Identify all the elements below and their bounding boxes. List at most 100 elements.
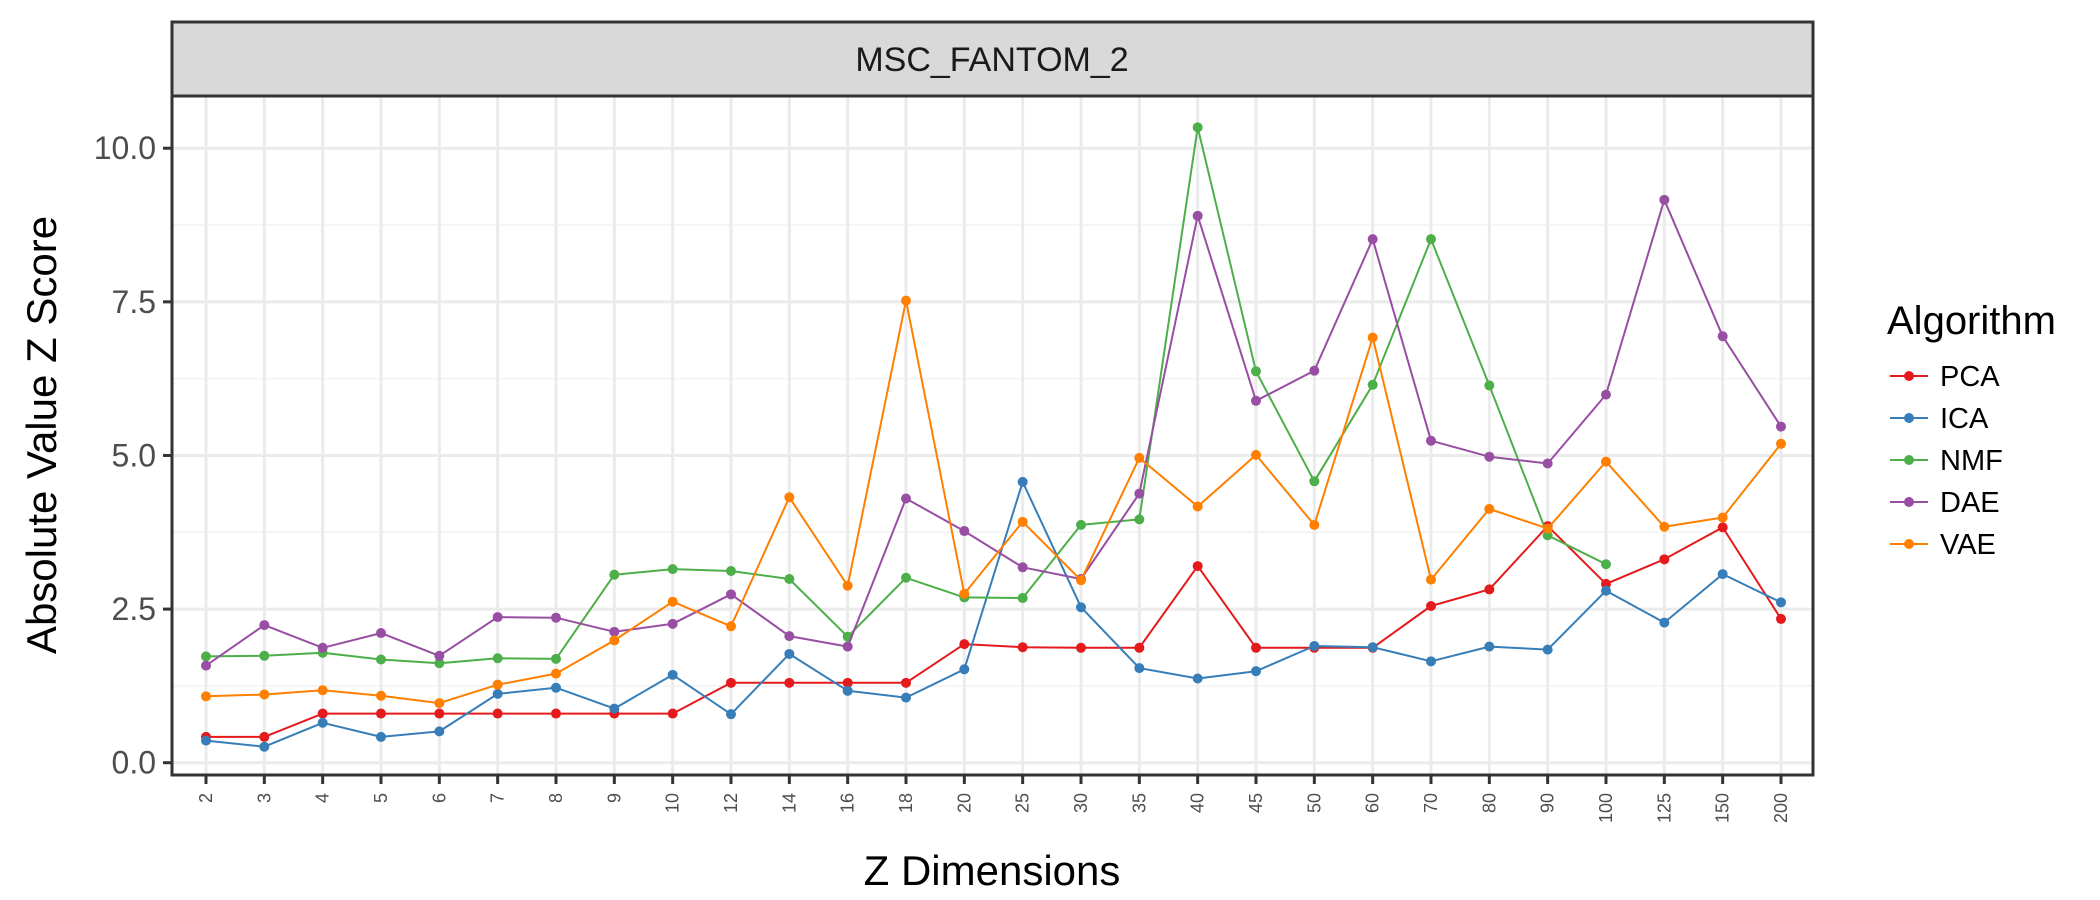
legend-label-dae: DAE [1940,487,2000,519]
data-point-pca [317,708,328,719]
y-axis: 0.0 2.5 5.0 7.5 10.0 [94,130,172,781]
data-point-ica [1776,597,1786,608]
data-point-dae [667,618,678,629]
x-tick-label: 18 [896,793,916,813]
data-point-dae [1017,562,1028,573]
plot-panel-border [170,94,1815,777]
series-dae [201,194,1786,671]
data-point-dae [1542,458,1553,469]
data-point-dae [1367,234,1378,245]
data-point-nmf [1367,379,1378,390]
data-point-pca [1134,642,1145,653]
data-point-ica [1251,666,1261,677]
data-point-pca [434,708,445,719]
data-point-vae [492,679,503,690]
x-tick-label: 45 [1246,793,1266,813]
data-point-vae [1484,503,1495,514]
data-point-pca [1659,554,1670,565]
data-point-nmf [1076,519,1086,530]
x-tick-label: 100 [1596,793,1616,823]
x-tick-label: 8 [546,793,566,803]
legend-label-nmf: NMF [1940,445,2003,477]
data-point-nmf [201,651,211,662]
data-point-dae [842,641,853,652]
x-tick-label: 50 [1304,793,1324,813]
data-point-pca [842,677,853,688]
data-point-dae [1717,331,1728,342]
x-tick-label: 7 [488,793,508,803]
data-point-ica [1484,641,1495,652]
facet-strip [170,20,1815,98]
data-point-pca [1717,522,1728,533]
data-point-vae [1367,332,1378,343]
data-point-vae [1542,523,1553,534]
data-point-nmf [1309,476,1320,487]
x-tick-label: 16 [838,793,858,813]
data-point-pca [1776,613,1786,624]
data-point-vae [726,621,736,632]
x-tick-label: 5 [371,793,391,803]
data-point-vae [434,698,445,709]
x-tick-label: 40 [1188,793,1208,813]
data-point-pca [1426,601,1436,612]
data-point-dae [901,493,911,504]
data-point-ica [901,692,911,703]
data-point-nmf [551,653,561,664]
data-point-nmf [376,654,386,665]
data-point-dae [959,526,970,537]
data-point-nmf [1017,593,1028,604]
data-point-dae [1134,488,1145,499]
data-point-vae [1717,512,1728,523]
data-point-nmf [1192,122,1203,133]
legend-key-point-pca [1904,371,1914,381]
data-point-ica [726,709,736,720]
data-point-ica [667,669,678,680]
data-point-ica [1192,673,1203,684]
data-point-pca [551,708,561,719]
legend-item-dae: DAE [1890,487,2000,519]
data-point-ica [959,664,970,675]
data-point-dae [434,650,445,661]
data-point-vae [1251,449,1261,460]
legend: Algorithm PCA ICA NMF DAE VAE [1887,299,2056,561]
data-point-dae [317,642,328,653]
series-vae [201,295,1786,709]
data-point-vae [842,580,853,591]
data-point-dae [726,589,736,600]
data-point-vae [784,492,795,503]
data-point-pca [784,677,795,688]
data-point-ica [609,703,620,714]
plot-panel [172,96,1813,775]
legend-label-pca: PCA [1940,361,2000,393]
data-point-dae [1192,210,1203,221]
data-point-ica [842,685,853,696]
x-tick-label: 25 [1013,793,1033,813]
data-point-nmf [259,650,270,661]
x-tick-label: 14 [779,793,799,813]
legend-item-nmf: NMF [1890,445,2003,477]
legend-label-vae: VAE [1940,529,1996,561]
y-tick-label: 5.0 [112,437,156,473]
legend-key-point-ica [1904,413,1914,423]
data-point-vae [317,685,328,696]
legend-label-ica: ICA [1940,403,1989,435]
data-point-nmf [434,658,445,669]
data-point-pca [1484,584,1495,595]
data-point-nmf [667,564,678,575]
data-point-dae [784,631,795,642]
data-point-ica [1367,642,1378,653]
data-point-nmf [1251,366,1261,377]
facet-strip-title: MSC_FANTOM_2 [855,41,1128,79]
data-point-dae [1601,389,1611,400]
x-tick-label: 2 [196,793,216,803]
data-point-dae [1776,421,1786,432]
x-tick-label: 4 [313,793,333,803]
x-tick-label: 70 [1421,793,1441,813]
data-point-ica [259,741,270,752]
data-point-vae [1309,519,1320,530]
data-point-pca [1192,561,1203,572]
y-tick-label: 2.5 [112,591,156,627]
data-point-ica [1426,656,1436,667]
data-point-vae [667,596,678,607]
data-point-pca [259,731,270,742]
